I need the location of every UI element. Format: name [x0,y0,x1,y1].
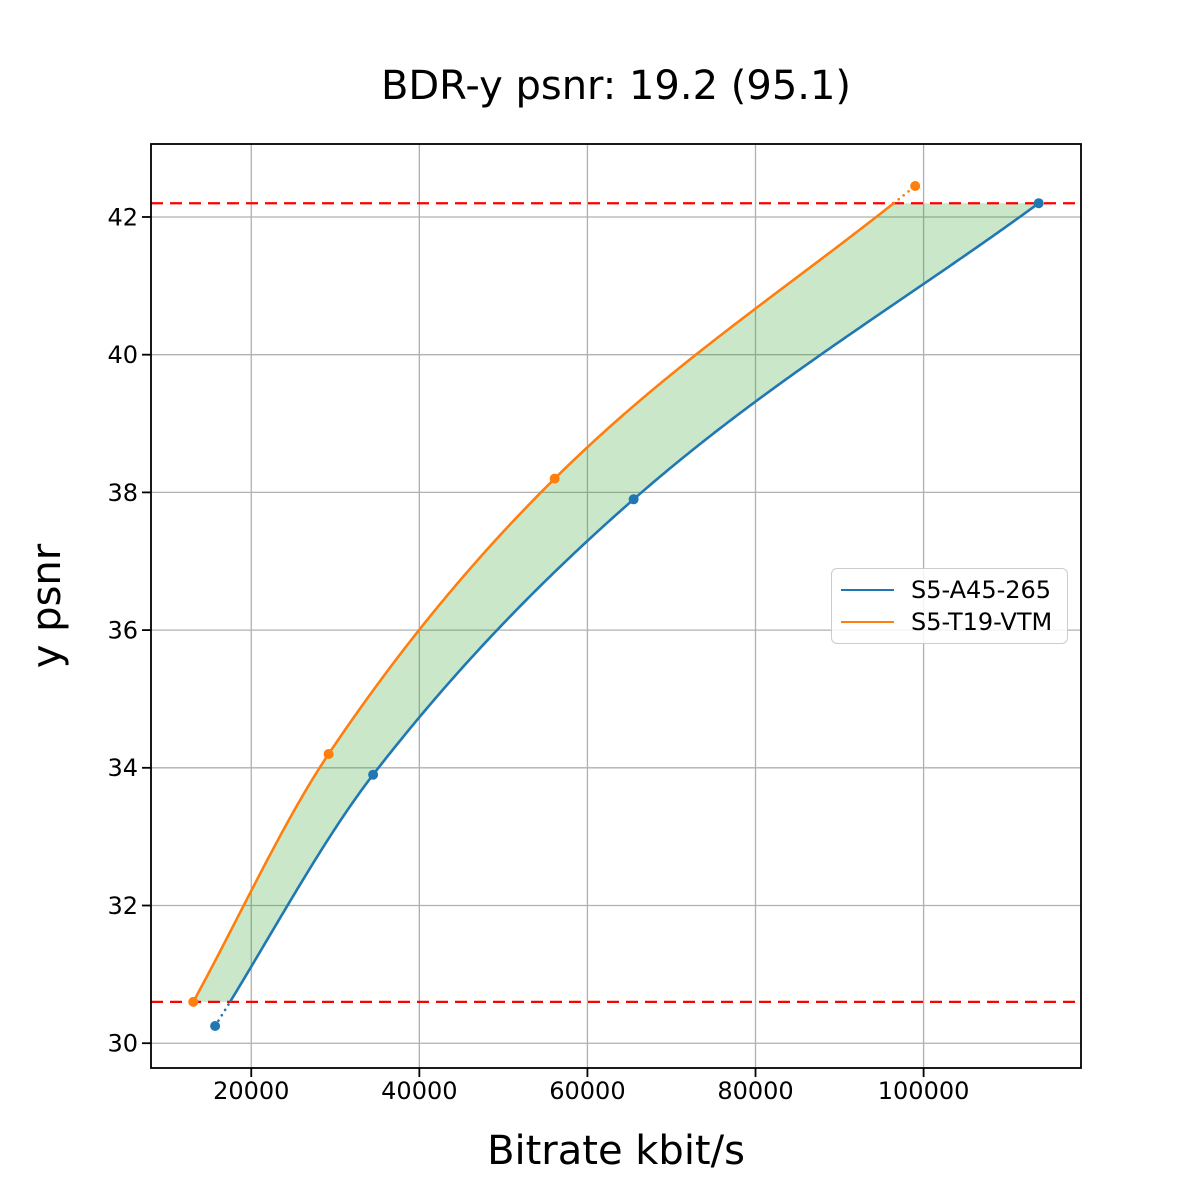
data-point-S5-A45-265 [210,1021,221,1031]
data-point-S5-A45-265 [368,769,379,780]
legend-line-sample [841,588,894,591]
y-tick-label: 42 [107,203,138,231]
legend-label: S5-T19-VTM [911,608,1053,637]
series-extrapolation-S5-T19-VTM [892,184,917,205]
legend-line-sample [841,621,894,624]
data-point-S5-T19-VTM [323,749,334,760]
series-extrapolation-S5-A45-265 [213,1000,232,1028]
legend: S5-A45-265 S5-T19-VTM [831,568,1068,644]
x-tick-label: 40000 [381,1077,457,1105]
x-tick-label: 60000 [549,1077,625,1105]
y-axis-label: y psnr [24,543,70,669]
series-line-S5-T19-VTM [192,202,895,1003]
x-tick-label: 100000 [878,1077,970,1105]
legend-entry: S5-T19-VTM [841,610,1067,634]
legend-entry: S5-A45-265 [841,578,1067,602]
data-point-S5-A45-265 [1033,198,1044,209]
y-tick-label: 32 [107,892,138,920]
y-tick-label: 34 [107,754,138,782]
y-tick-label: 36 [107,616,138,644]
legend-label: S5-A45-265 [911,575,1052,604]
axes-spines [150,143,1082,1069]
data-point-S5-T19-VTM [188,996,199,1007]
x-tick-label: 20000 [213,1077,289,1105]
chart-title: BDR-y psnr: 19.2 (95.1) [380,63,852,109]
data-point-S5-A45-265 [628,494,639,505]
data-point-S5-T19-VTM [549,473,560,484]
y-tick-label: 40 [107,341,138,369]
data-point-S5-T19-VTM [910,181,921,191]
x-axis-label: Bitrate kbit/s [487,1128,745,1174]
y-tick-label: 30 [107,1030,138,1058]
y-tick-label: 38 [107,479,138,507]
x-tick-label: 80000 [717,1077,793,1105]
